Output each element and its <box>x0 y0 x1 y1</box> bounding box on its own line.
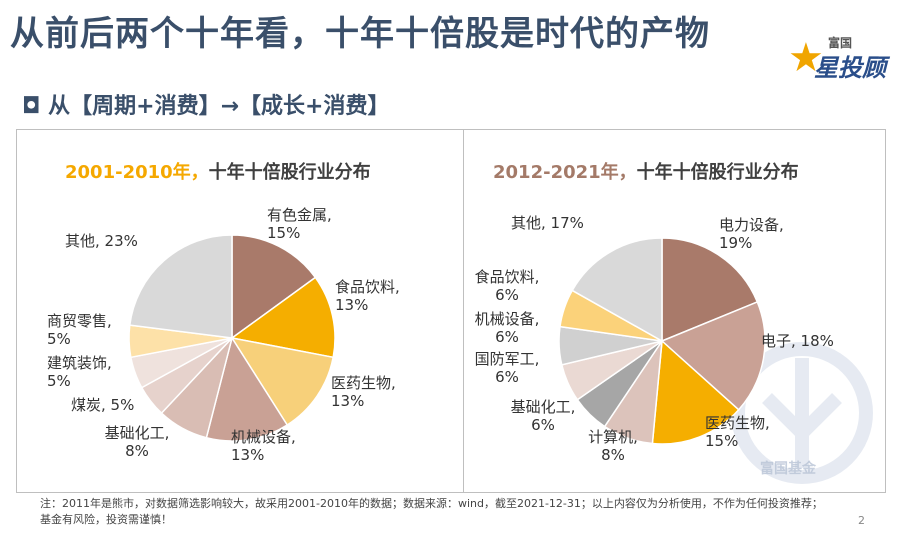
pie-label-left-2: 医药生物, 13% <box>331 374 396 410</box>
pie-label-right-8: 其他, 17% <box>511 214 584 232</box>
pie-label-left-3: 机械设备, 13% <box>231 428 296 464</box>
pie-label-left-4: 基础化工, 8% <box>105 424 170 460</box>
pie-slice-right-1 <box>660 300 766 411</box>
pie-label-right-0: 电力设备, 19% <box>719 216 784 252</box>
watermark-logo-icon <box>731 342 873 484</box>
pie-label-right-6: 机械设备, 6% <box>475 310 540 346</box>
pie-slice-left-3 <box>205 336 289 442</box>
pie-label-left-6: 建筑装饰, 5% <box>47 354 112 390</box>
pie-label-left-1: 食品饮料, 13% <box>335 278 400 314</box>
footer-note: 注：2011年是熊市，对数据筛选影响较大，故采用2001-2010年的数据；数据… <box>40 496 870 528</box>
pie-charts-svg: 有色金属, 15%食品饮料, 13% 医药生物, 13% 机械设备, 13% 基础化工, 8% 煤… <box>47 206 834 464</box>
chart-title-right-text: 十年十倍股行业分布 <box>636 162 799 183</box>
pie-slice-right-8 <box>571 237 663 343</box>
pie-label-left-7: 商贸零售, 5% <box>47 312 112 348</box>
pie-label-left-5: 煤炭, 5% <box>71 396 134 414</box>
chart-title-right-year: 2012-2021年， <box>493 162 637 183</box>
pie-slice-right-0 <box>661 237 759 343</box>
chart-title-left-text: 十年十倍股行业分布 <box>208 162 371 183</box>
pie-label-left-8: 其他, 23% <box>65 232 138 250</box>
section-subtitle: ◘ 从【周期+消费】→【成长+消费】 <box>22 94 390 119</box>
footer-line-2: 基金有风险，投资需谨慎！ <box>40 513 172 526</box>
footer-line-1: 注：2011年是熊市，对数据筛选影响较大，故采用2001-2010年的数据；数据… <box>40 497 823 510</box>
pie-slice-right-2 <box>651 339 740 445</box>
watermark-text: 富国基金 <box>760 461 816 477</box>
pie-label-right-1: 电子, 18% <box>761 332 834 350</box>
page-title: 从前后两个十年看，十年十倍股是时代的产物 <box>10 14 710 54</box>
pie-label-right-7: 食品饮料, 6% <box>475 268 540 304</box>
pie-label-right-3: 计算机, 8% <box>588 428 638 464</box>
pie-slice-left-8 <box>128 234 233 339</box>
pie-label-left-0: 有色金属, 15% <box>267 206 332 242</box>
pie-label-right-5: 国防军工, 6% <box>475 350 540 386</box>
brand-logo: ★ 富国 星投顾 <box>788 34 888 82</box>
page-number: 2 <box>858 514 865 527</box>
chart-title-left: 2001-2010年，十年十倍股行业分布 <box>65 158 371 184</box>
pie-label-right-2: 医药生物, 15% <box>705 414 770 450</box>
chart-title-left-year: 2001-2010年， <box>65 162 209 183</box>
logo-top-text: 富国 <box>828 36 853 50</box>
chart-title-right: 2012-2021年，十年十倍股行业分布 <box>493 158 799 184</box>
logo-main-text: 星投顾 <box>814 54 886 82</box>
pie-slice-left-0 <box>231 234 317 340</box>
pie-slice-left-1 <box>230 276 336 359</box>
panel-divider <box>463 130 464 492</box>
pie-label-right-4: 基础化工, 6% <box>511 398 576 434</box>
star-icon: ★ <box>788 35 824 81</box>
charts-panel: 2001-2010年，十年十倍股行业分布 2012-2021年，十年十倍股行业分… <box>16 129 886 493</box>
pie-slice-left-2 <box>230 336 335 427</box>
